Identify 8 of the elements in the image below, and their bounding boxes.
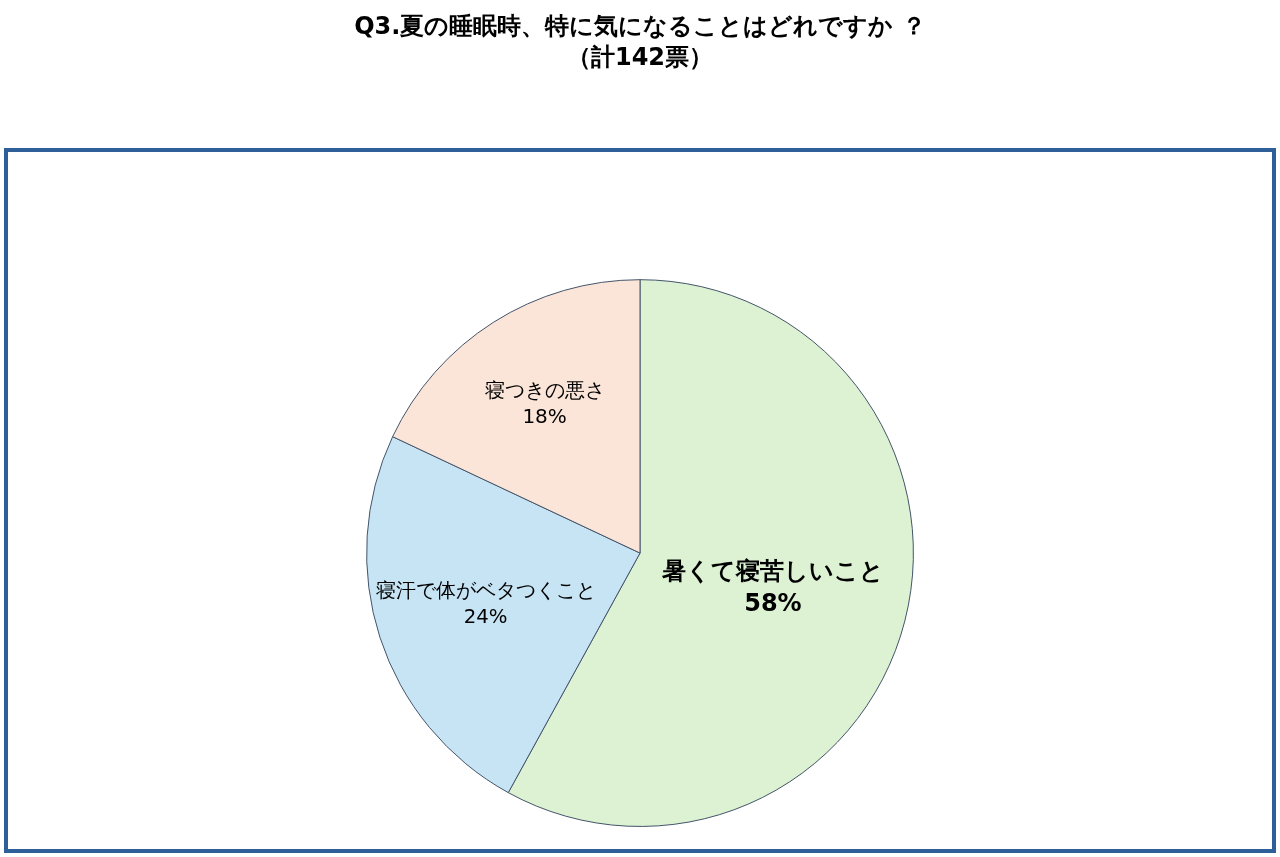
data-label: 24% bbox=[463, 604, 508, 628]
chart-subtitle: （計142票） bbox=[566, 43, 714, 72]
slice-label: 寝つきの悪さ bbox=[484, 377, 605, 402]
chart-title: Q3.夏の睡眠時、特に気になることはどれですか ？ bbox=[354, 12, 926, 41]
slice-label: 寝汗で体がベタつくこと bbox=[375, 579, 596, 603]
data-label: 18% bbox=[522, 403, 567, 428]
slice-label: 暑くて寝苦しいこと bbox=[660, 557, 884, 586]
data-label: 58% bbox=[744, 588, 802, 617]
